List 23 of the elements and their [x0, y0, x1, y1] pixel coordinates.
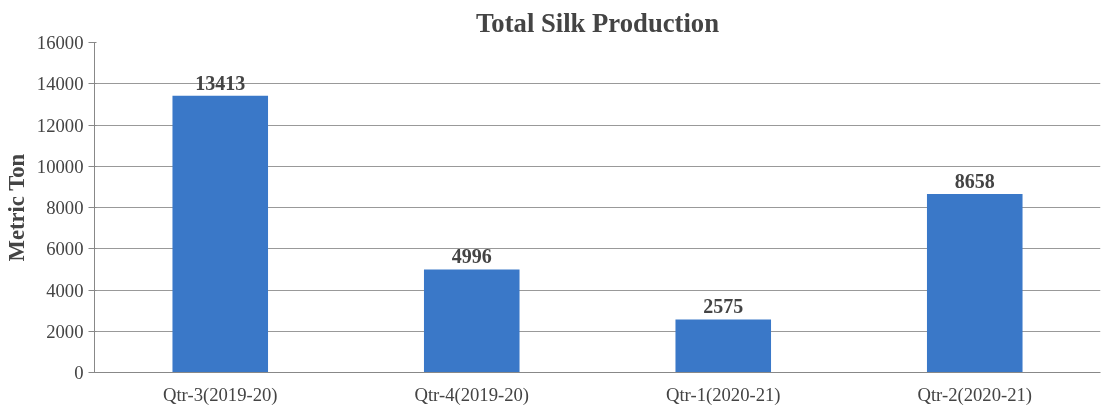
data-label: 4996: [451, 245, 492, 268]
x-tick-label: Qtr-3(2019-20): [162, 383, 278, 406]
y-tick-label: 2000: [46, 320, 84, 342]
y-tick-label: 6000: [46, 238, 84, 260]
y-axis-title: Metric Ton: [3, 153, 29, 262]
x-tick-label: Qtr-1(2020-21): [665, 383, 781, 406]
bar: [926, 193, 1023, 373]
y-tick-label: 10000: [36, 155, 84, 177]
x-tick-label: Qtr-4(2019-20): [414, 383, 530, 406]
data-label: 2575: [703, 295, 744, 318]
y-tick-label: 4000: [46, 279, 84, 301]
bar: [675, 319, 772, 373]
bar: [172, 95, 269, 373]
data-label: 13413: [195, 71, 246, 94]
y-tick-label: 14000: [36, 73, 84, 95]
y-tick-label: 0: [74, 362, 84, 383]
y-tick-label: 8000: [46, 197, 84, 218]
y-tick-label: 16000: [36, 32, 84, 53]
y-tick-label: 12000: [36, 114, 84, 136]
chart-title: Total Silk Production: [476, 7, 720, 38]
x-tick-label: Qtr-2(2020-21): [917, 383, 1033, 406]
data-label: 8658: [954, 169, 995, 192]
bar: [423, 269, 520, 373]
